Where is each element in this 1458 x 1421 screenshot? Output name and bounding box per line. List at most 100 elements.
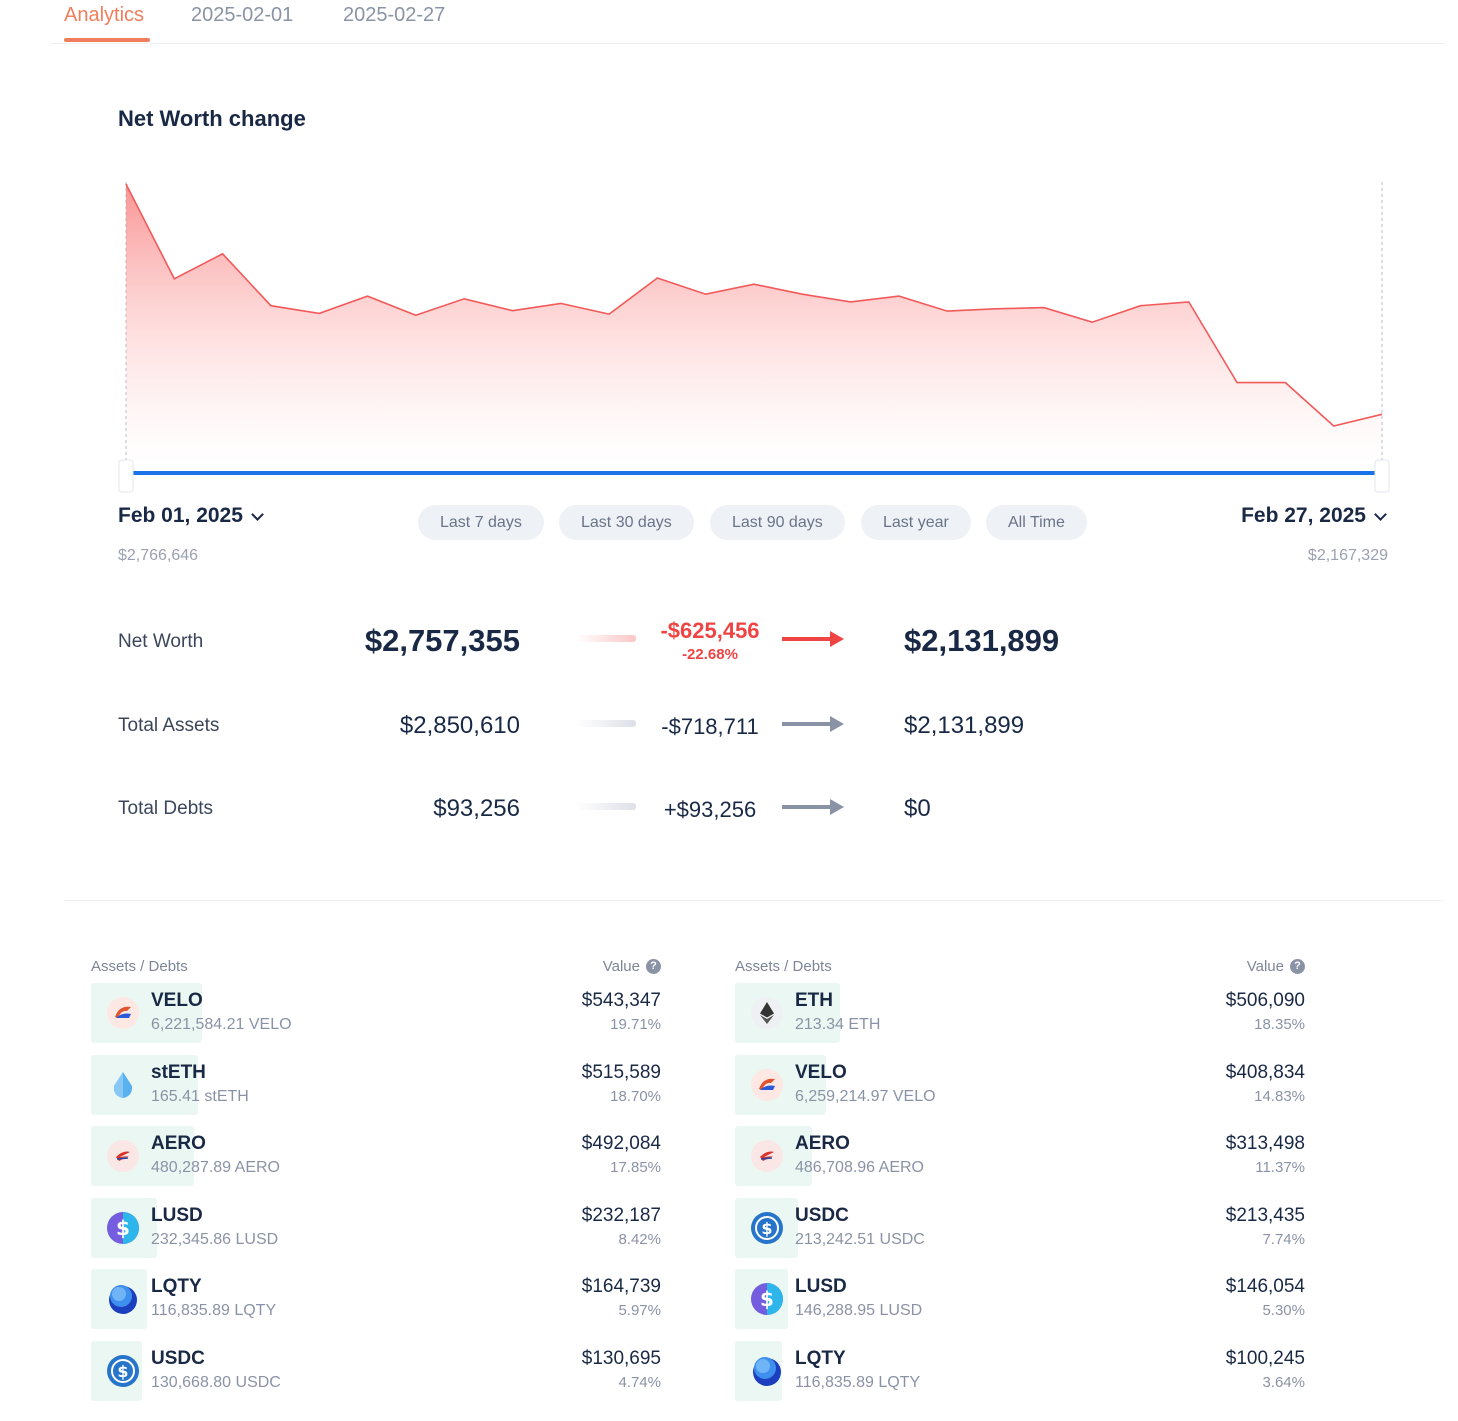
- asset-value: $515,589: [581, 1061, 661, 1083]
- aero-icon: [751, 1140, 783, 1172]
- asset-percent: 3.64%: [1262, 1373, 1305, 1391]
- svg-text:$: $: [117, 1362, 128, 1381]
- start-date-label: Feb 01, 2025: [118, 504, 243, 527]
- asset-row-velo[interactable]: VELO 6,259,214.97 VELO $408,834 14.83%: [735, 1054, 1305, 1126]
- asset-percent: 19.71%: [610, 1016, 661, 1033]
- asset-row-lusd[interactable]: $ LUSD 232,345.86 LUSD $232,187 8.42%: [91, 1197, 661, 1269]
- tab-analytics[interactable]: Analytics: [64, 4, 145, 26]
- asset-value: $130,695: [581, 1347, 661, 1369]
- asset-value: $408,834: [1225, 1061, 1305, 1083]
- asset-amount: 213.34 ETH: [795, 1016, 881, 1033]
- column-header-value-label: Value: [602, 958, 640, 975]
- asset-row-lusd[interactable]: $ LUSD 146,288.95 LUSD $146,054 5.30%: [735, 1268, 1305, 1340]
- asset-percent: 17.85%: [610, 1159, 661, 1176]
- asset-row-eth[interactable]: ETH 213.34 ETH $506,090 18.35%: [735, 982, 1305, 1054]
- delta-fade-bar: [576, 720, 636, 727]
- help-icon[interactable]: ?: [646, 959, 661, 974]
- asset-percent: 18.35%: [1254, 1016, 1305, 1033]
- total-debts-delta: +$93,256: [640, 797, 780, 823]
- section-divider: [64, 900, 1444, 901]
- asset-symbol: ETH: [795, 990, 833, 1011]
- preset-last-year[interactable]: Last year: [861, 505, 971, 540]
- preset-last-90-days[interactable]: Last 90 days: [710, 505, 845, 540]
- asset-symbol: LUSD: [795, 1276, 847, 1297]
- column-header-value: Value ?: [1247, 958, 1305, 975]
- assets-table-start: Assets / Debts Value ? VELO 6,221,584.21 …: [91, 956, 661, 1411]
- end-date-label: Feb 27, 2025: [1241, 504, 1366, 527]
- asset-percent: 18.70%: [610, 1087, 661, 1105]
- net-worth-end: $2,131,899: [904, 623, 1060, 658]
- lusd-icon: $: [107, 1211, 139, 1244]
- eth-icon: [751, 997, 783, 1029]
- total-debts-label: Total Debts: [118, 798, 214, 819]
- asset-row-aero[interactable]: AERO 480,287.89 AERO $492,084 17.85%: [91, 1125, 661, 1197]
- end-date-dropdown[interactable]: Feb 27, 2025: [1241, 504, 1387, 528]
- asset-symbol: AERO: [151, 1133, 206, 1154]
- velo-icon: [751, 1068, 783, 1101]
- asset-amount: 6,259,214.97 VELO: [795, 1087, 936, 1105]
- assets-table-end: Assets / Debts Value ? ETH 213.34 ETH $506…: [735, 956, 1305, 1411]
- total-debts-start: $93,256: [433, 795, 520, 822]
- column-header-assets: Assets / Debts: [735, 958, 832, 975]
- asset-row-usdc[interactable]: $ USDC 130,668.80 USDC $130,695 4.74%: [91, 1340, 661, 1412]
- asset-symbol: LUSD: [151, 1204, 203, 1226]
- velo-icon: [107, 997, 139, 1029]
- section-title: Net Worth change: [118, 106, 306, 131]
- asset-percent: 4.74%: [618, 1373, 661, 1391]
- preset-last-7-days[interactable]: Last 7 days: [418, 505, 544, 540]
- tab-start-date[interactable]: 2025-02-01: [191, 4, 294, 26]
- asset-row-lqty[interactable]: LQTY 116,835.89 LQTY $100,245 3.64%: [735, 1340, 1305, 1412]
- chevron-down-icon: [1374, 507, 1387, 521]
- asset-amount: 165.41 stETH: [151, 1087, 249, 1105]
- steth-icon: [107, 1069, 139, 1101]
- asset-symbol: LQTY: [795, 1347, 846, 1369]
- asset-symbol: VELO: [151, 990, 203, 1011]
- asset-row-velo[interactable]: VELO 6,221,584.21 VELO $543,347 19.71%: [91, 982, 661, 1054]
- total-assets-end: $2,131,899: [904, 712, 1025, 739]
- end-date-value: $2,167,329: [1307, 547, 1388, 564]
- range-start-handle: [118, 459, 134, 493]
- table-header: Assets / Debts Value ?: [91, 956, 661, 982]
- asset-value: $100,245: [1225, 1347, 1305, 1369]
- delta-fade-bar: [576, 803, 636, 810]
- start-date-dropdown[interactable]: Feb 01, 2025: [118, 504, 264, 528]
- asset-amount: 116,835.89 LQTY: [151, 1302, 277, 1319]
- asset-value: $146,054: [1225, 1276, 1305, 1297]
- asset-value: $543,347: [581, 990, 661, 1011]
- column-header-value-label: Value: [1246, 958, 1284, 975]
- preset-all-time[interactable]: All Time: [986, 505, 1087, 540]
- aero-icon: [107, 1140, 139, 1172]
- preset-last-30-days[interactable]: Last 30 days: [559, 505, 694, 540]
- asset-row-usdc[interactable]: $ USDC 213,242.51 USDC $213,435 7.74%: [735, 1197, 1305, 1269]
- net-worth-label: Net Worth: [118, 631, 204, 652]
- chart-area-fill: [126, 184, 1382, 462]
- lqty-icon: [107, 1283, 139, 1315]
- total-assets-start: $2,850,610: [399, 712, 520, 739]
- asset-amount: 486,708.96 AERO: [795, 1159, 924, 1176]
- net-worth-chart: [118, 182, 1390, 493]
- svg-text:$: $: [760, 1287, 774, 1311]
- asset-share-bar: [91, 1054, 198, 1115]
- total-debts-end: $0: [904, 795, 931, 822]
- asset-value: $313,498: [1225, 1133, 1305, 1154]
- asset-value: $492,084: [581, 1133, 661, 1154]
- tab-end-date[interactable]: 2025-02-27: [343, 4, 446, 26]
- total-assets-delta-amount: -$718,711: [661, 714, 759, 739]
- column-header-value: Value ?: [603, 958, 661, 975]
- asset-amount: 146,288.95 LUSD: [795, 1302, 923, 1319]
- net-worth-delta: -$625,456 -22.68%: [640, 618, 780, 663]
- asset-row-lqty[interactable]: LQTY 116,835.89 LQTY $164,739 5.97%: [91, 1268, 661, 1340]
- asset-value: $232,187: [581, 1204, 661, 1226]
- asset-percent: 8.42%: [618, 1230, 661, 1248]
- asset-value: $213,435: [1225, 1204, 1305, 1226]
- lqty-icon: [751, 1355, 783, 1387]
- total-assets-delta: -$718,711: [640, 714, 780, 740]
- column-header-assets: Assets / Debts: [91, 958, 188, 975]
- help-icon[interactable]: ?: [1290, 959, 1305, 974]
- arrow-right-icon: [782, 716, 844, 732]
- asset-row-steth[interactable]: stETH 165.41 stETH $515,589 18.70%: [91, 1054, 661, 1126]
- asset-symbol: stETH: [151, 1061, 206, 1083]
- svg-text:$: $: [116, 1216, 130, 1240]
- asset-row-aero[interactable]: AERO 486,708.96 AERO $313,498 11.37%: [735, 1125, 1305, 1197]
- asset-amount: 232,345.86 LUSD: [151, 1230, 279, 1248]
